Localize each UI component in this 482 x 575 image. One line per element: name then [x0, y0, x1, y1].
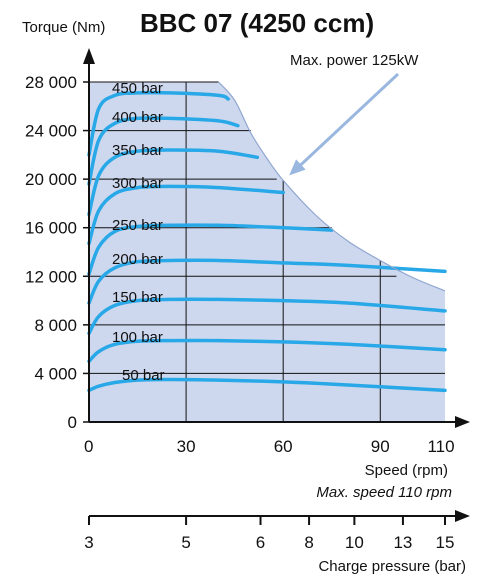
curve-labels: 50 bar 100 bar 150 bar 200 bar 250 bar 300 ba… — [112, 80, 165, 384]
curve-400-bar — [87, 116, 240, 186]
y-tick-label: 12 000 — [25, 267, 77, 286]
y-tick-label: 0 — [68, 413, 77, 432]
curve-label-50-bar: 50 bar — [122, 367, 165, 384]
power-limit-region — [218, 82, 445, 291]
max-speed-annotation: Max. speed 110 rpm — [316, 484, 452, 501]
curve-label-450-bar: 450 bar — [112, 80, 163, 97]
x-tick-label: 0 — [84, 437, 93, 456]
curve-label-400-bar: 400 bar — [112, 109, 163, 126]
max-power-line — [218, 81, 446, 292]
charge-pressure-tick-label: 8 — [304, 533, 313, 552]
x-tick-label: 30 — [177, 437, 196, 456]
curve-label-300-bar: 300 bar — [112, 175, 163, 192]
curve-300-bar — [87, 184, 285, 246]
y-axis-title: Torque (Nm) — [22, 19, 105, 36]
max-power-arrow — [298, 72, 400, 168]
curve-label-350-bar: 350 bar — [112, 142, 163, 159]
curve-50-bar — [87, 377, 447, 393]
charge-pressure-axis-title: Charge pressure (bar) — [318, 558, 466, 575]
curve-label-250-bar: 250 bar — [112, 217, 163, 234]
charge-pressure-axis: 3 5 6 8 10 13 15 — [84, 510, 470, 552]
curve-350-bar — [87, 148, 260, 217]
charge-pressure-axis-arrow — [455, 510, 470, 522]
charge-pressure-tick-label: 15 — [436, 533, 455, 552]
curve-150-bar — [87, 297, 447, 336]
max-power-arrow-head — [289, 159, 306, 176]
charge-pressure-tick-label: 10 — [345, 533, 364, 552]
y-tick-label: 24 000 — [25, 122, 77, 141]
charge-pressure-tick-label: 5 — [181, 533, 190, 552]
y-tick-label: 16 000 — [25, 219, 77, 238]
curve-label-100-bar: 100 bar — [112, 329, 163, 346]
x-axis-title: Speed (rpm) — [365, 462, 448, 479]
y-tick-labels: 0 4 000 8 000 12 000 16 000 20 000 24 000 28 00… — [25, 73, 77, 432]
torque-curves — [87, 90, 447, 393]
x-axis-arrow — [455, 416, 470, 428]
y-tick-label: 8 000 — [34, 316, 77, 335]
charge-pressure-tick-label: 6 — [256, 533, 265, 552]
y-tick-label: 4 000 — [34, 364, 77, 383]
charge-pressure-tick-label: 13 — [393, 533, 412, 552]
curve-200-bar — [87, 258, 447, 305]
chart-title: BBC 07 (4250 ccm) — [140, 8, 374, 38]
y-tick-label: 20 000 — [25, 170, 77, 189]
x-tick-label: 60 — [274, 437, 293, 456]
x-tick-labels: 0 30 60 90 110 — [84, 437, 455, 456]
x-tick-label: 110 — [427, 437, 454, 456]
curve-250-bar — [87, 223, 334, 276]
curve-label-200-bar: 200 bar — [112, 251, 163, 268]
axes — [83, 48, 470, 428]
y-tick-label: 28 000 — [25, 73, 77, 92]
max-power-label: Max. power 125kW — [290, 52, 419, 69]
x-tick-label: 90 — [371, 437, 390, 456]
y-axis-arrow — [83, 48, 95, 64]
curve-label-150-bar: 150 bar — [112, 289, 163, 306]
curve-100-bar — [87, 338, 447, 364]
charge-pressure-tick-label: 3 — [84, 533, 93, 552]
curve-450-bar — [87, 90, 230, 157]
